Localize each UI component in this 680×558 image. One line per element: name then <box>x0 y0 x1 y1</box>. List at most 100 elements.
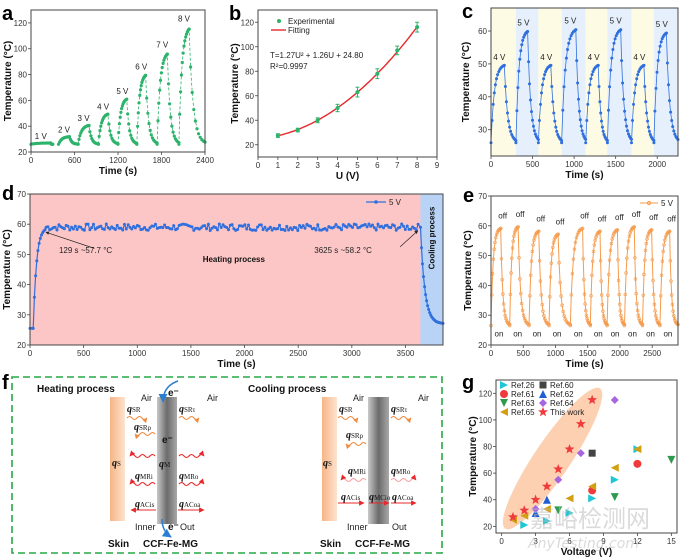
x-axis-label: U (V) <box>336 171 359 182</box>
data-point <box>658 44 662 48</box>
heating-region-label: Heating process <box>203 255 266 264</box>
data-point <box>554 125 558 129</box>
q-sr-tau-wave <box>178 416 200 424</box>
data-point <box>316 223 320 227</box>
data-point <box>585 316 589 321</box>
data-point <box>557 261 561 265</box>
data-point <box>519 301 524 306</box>
data-point <box>668 99 671 103</box>
off-label: off <box>598 214 608 223</box>
data-point <box>507 119 510 123</box>
data-point <box>190 90 194 95</box>
data-point <box>590 259 595 263</box>
data-point <box>598 100 602 104</box>
cycle-label: 4 V <box>493 53 506 62</box>
data-point <box>588 83 592 87</box>
data-point <box>551 245 555 250</box>
out-label: Out <box>180 522 195 532</box>
data-point <box>146 228 150 232</box>
data-point <box>256 225 260 229</box>
data-point <box>314 228 318 232</box>
data-point <box>371 223 374 227</box>
data-point <box>499 226 503 231</box>
data-point <box>376 222 380 226</box>
legend-label-5v: 5 V <box>661 199 674 208</box>
data-point <box>601 129 605 133</box>
x-tick-label: 8 <box>415 161 420 170</box>
data-point <box>492 91 496 95</box>
data-point <box>657 50 661 54</box>
data-point <box>568 322 572 327</box>
series-line-6 <box>136 74 158 145</box>
legend-marker-ref-63 <box>500 399 508 407</box>
x-tick-label: 1500 <box>579 349 597 358</box>
data-point <box>165 52 169 56</box>
data-point <box>428 311 432 315</box>
y-tick-label: 70 <box>478 192 487 201</box>
data-point <box>181 51 185 55</box>
data-point <box>644 100 648 104</box>
data-point <box>553 119 557 123</box>
data-point <box>32 295 36 299</box>
electron-in-label: e⁻ <box>168 388 179 399</box>
x-tick-label: 3 <box>315 161 320 170</box>
data-point <box>283 229 287 232</box>
data-point <box>509 271 513 275</box>
y-tick-label: 70 <box>17 190 26 199</box>
data-point <box>566 48 569 51</box>
data-point-ref-63 <box>554 506 563 515</box>
data-point <box>520 43 524 47</box>
data-point <box>178 112 182 116</box>
x-tick-label: 1800 <box>153 156 171 165</box>
data-point <box>179 90 183 94</box>
x-tick-label: 3 <box>533 537 538 546</box>
y-tick-label: 120 <box>479 389 493 398</box>
data-point <box>140 80 144 85</box>
y-tick-label: 80 <box>483 443 492 452</box>
data-point <box>562 314 566 318</box>
data-point <box>608 85 612 89</box>
y-axis-label: Temperature (°C) <box>468 416 479 497</box>
data-point <box>520 308 525 313</box>
data-point <box>577 109 581 113</box>
q-sr-rho-heating: qSRρ <box>134 422 152 433</box>
data-point <box>177 142 181 146</box>
data-point <box>38 236 42 240</box>
x-tick-label: 6 <box>567 537 572 546</box>
electron-out-arrow <box>161 518 172 538</box>
data-point <box>508 292 513 297</box>
data-point <box>560 141 564 145</box>
data-point <box>591 249 596 254</box>
data-point <box>208 229 212 232</box>
data-point <box>398 225 402 229</box>
heating-title: Heating process <box>37 384 115 395</box>
data-point <box>156 119 160 123</box>
off-label: off <box>536 214 546 223</box>
data-point <box>606 293 610 297</box>
data-point <box>182 44 186 48</box>
y-tick-label: 60 <box>478 222 487 231</box>
data-point <box>225 225 229 229</box>
data-point <box>605 141 609 145</box>
air-left-label: Air <box>141 393 152 403</box>
y-tick-label: 60 <box>478 27 487 36</box>
data-point <box>653 109 657 113</box>
chart-a-heating-voltage-steps: 1 V 2 V 3 V 4 V 5 V 6 V 7 V 8 V 0 600 1200 1800 2400… <box>3 9 214 177</box>
data-point <box>635 77 639 81</box>
data-point <box>559 294 563 298</box>
data-point <box>276 227 280 231</box>
data-point <box>548 295 552 299</box>
data-point <box>517 256 521 260</box>
q-acis-heating: qACis <box>135 499 155 510</box>
data-point <box>621 81 625 85</box>
data-point <box>217 222 221 226</box>
cooling-region-label: Cooling process <box>428 206 437 269</box>
watermark-en: AnyTesting.com <box>527 536 639 552</box>
data-point <box>503 313 507 318</box>
data-point-ref-64 <box>531 505 540 514</box>
data-point <box>661 249 665 254</box>
data-point <box>659 40 663 44</box>
data-point-this-work <box>575 418 586 429</box>
data-point <box>55 228 59 232</box>
data-point <box>421 262 424 266</box>
